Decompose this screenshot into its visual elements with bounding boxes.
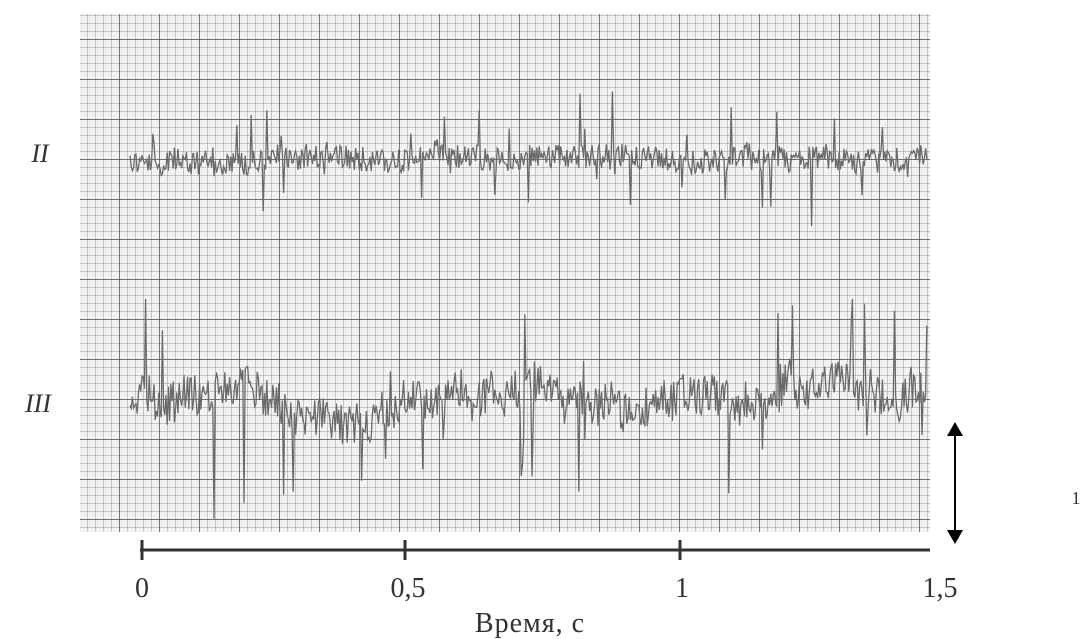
trace-label: III [24, 389, 52, 418]
tick-label: 0 [135, 573, 149, 604]
graph-paper [80, 14, 930, 532]
signal-trace [129, 91, 928, 227]
scale-label: 1 [1072, 488, 1081, 508]
signal-trace [129, 298, 928, 519]
scale-arrowheads [947, 422, 963, 544]
tick-label: 0,5 [391, 573, 426, 604]
axis-label: Время, с [475, 608, 585, 639]
tick-label: 1 [675, 573, 689, 604]
trace-label: II [30, 139, 50, 168]
traces [129, 91, 928, 519]
tick-label: 1,5 [923, 573, 958, 604]
